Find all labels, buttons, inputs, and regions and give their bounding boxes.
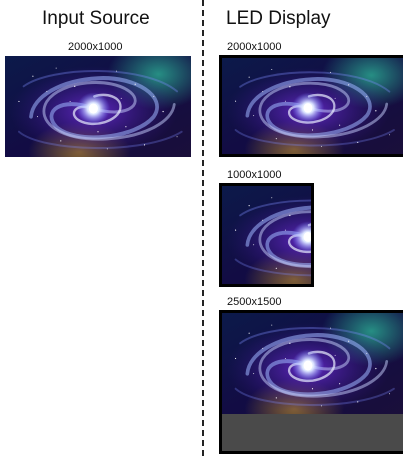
input-source-image	[5, 56, 191, 157]
led-output-3-display	[219, 310, 403, 454]
galaxy-image	[222, 186, 311, 284]
panel-divider	[202, 0, 204, 456]
galaxy-image	[222, 58, 403, 154]
led-output-3-unused-area	[222, 414, 403, 451]
galaxy-image	[222, 313, 403, 414]
led-output-1-resolution: 2000x1000	[227, 41, 282, 53]
led-output-3-image	[222, 313, 403, 414]
led-output-1-image	[222, 58, 403, 154]
led-display-heading: LED Display	[226, 8, 331, 29]
galaxy-image	[5, 56, 191, 157]
led-output-2-image	[222, 186, 311, 284]
led-output-1-display	[219, 55, 403, 157]
input-resolution-label: 2000x1000	[68, 41, 123, 53]
input-source-heading: Input Source	[42, 8, 150, 29]
led-output-2-resolution: 1000x1000	[227, 169, 282, 181]
led-output-2-display	[219, 183, 314, 287]
led-output-3-resolution: 2500x1500	[227, 296, 282, 308]
